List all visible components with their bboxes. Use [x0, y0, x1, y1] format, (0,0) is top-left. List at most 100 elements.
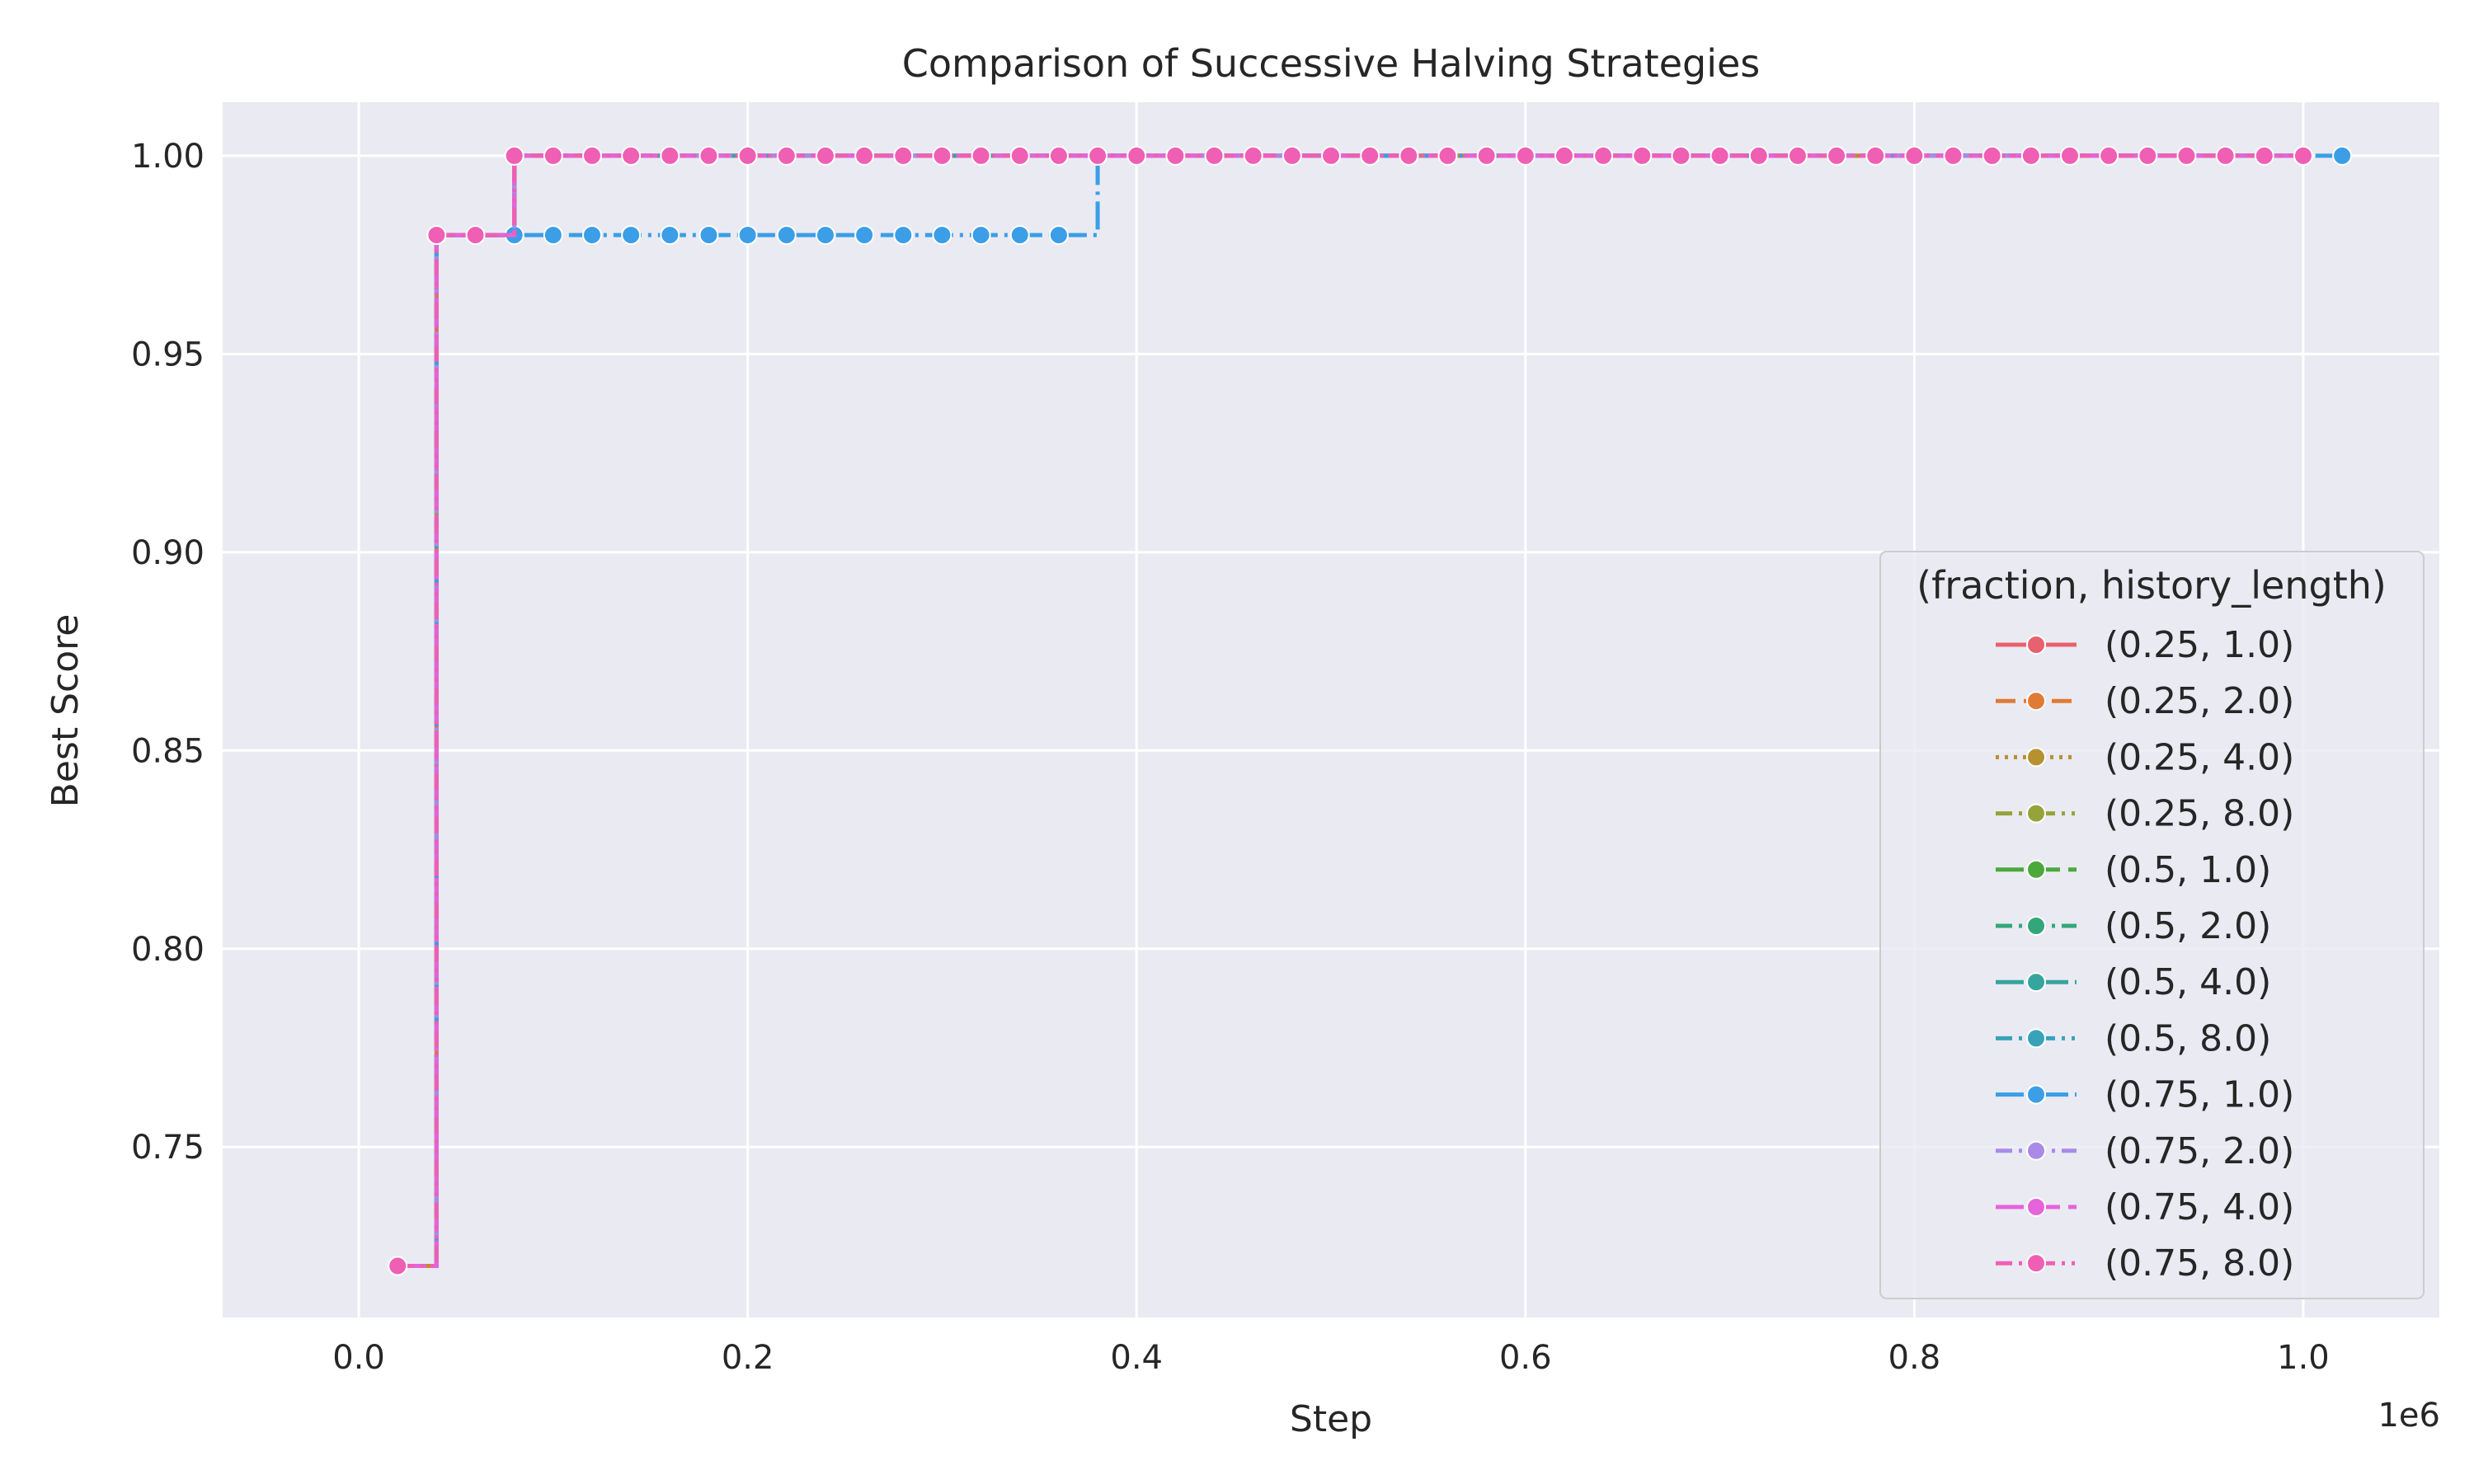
legend-label: (0.75, 1.0)	[2105, 1074, 2294, 1116]
legend-label: (0.5, 4.0)	[2105, 961, 2271, 1003]
data-point	[1204, 145, 1225, 166]
data-point	[2254, 145, 2274, 166]
data-point	[1360, 145, 1380, 166]
data-point	[893, 145, 914, 166]
data-point	[1126, 145, 1147, 166]
data-point	[660, 145, 680, 166]
legend-entry: (0.5, 1.0)	[1996, 849, 2271, 891]
legend-label: (0.75, 4.0)	[2105, 1186, 2294, 1228]
data-point	[1982, 145, 2002, 166]
data-point	[1243, 145, 1263, 166]
legend-marker	[2026, 1253, 2046, 1274]
legend-marker	[2026, 1084, 2046, 1105]
legend-box	[1879, 551, 2425, 1299]
data-point	[504, 145, 524, 166]
series-layer	[388, 145, 2353, 1276]
legend-label: (0.25, 1.0)	[2105, 624, 2294, 666]
data-point	[582, 225, 602, 246]
legend-marker	[2026, 916, 2046, 936]
data-point	[1165, 145, 1186, 166]
data-point	[932, 145, 952, 166]
legend-marker	[2026, 1140, 2046, 1161]
data-point	[2060, 145, 2080, 166]
data-point	[1632, 145, 1653, 166]
data-point	[776, 225, 797, 246]
x-axis-ticks: 0.0 0.2 0.4 0.6 0.8 1.0	[332, 1339, 2330, 1377]
data-point	[1515, 145, 1536, 166]
x-tick-label: 0.2	[722, 1339, 774, 1377]
x-tick-label: 0.4	[1110, 1339, 1163, 1377]
legend-entry: (0.25, 1.0)	[1996, 624, 2294, 666]
legend-entry: (0.25, 2.0)	[1996, 680, 2294, 722]
data-point	[1048, 225, 1069, 246]
chart-title: Comparison of Successive Halving Strateg…	[902, 41, 1761, 86]
x-tick-label: 0.0	[332, 1339, 385, 1377]
data-point	[1321, 145, 1341, 166]
legend: (fraction, history_length) (0.25, 1.0) (0…	[1879, 551, 2425, 1299]
data-point	[1943, 145, 1964, 166]
data-point	[1088, 145, 1108, 166]
legend-marker	[2026, 1197, 2046, 1217]
data-point	[1865, 145, 1886, 166]
x-axis-label: Step	[1290, 1398, 1372, 1440]
data-point	[776, 145, 797, 166]
data-point	[660, 225, 680, 246]
legend-title: (fraction, history_length)	[1917, 563, 2387, 608]
data-point	[1437, 145, 1458, 166]
data-point	[1476, 145, 1497, 166]
x-axis-offset-text: 1e6	[2378, 1397, 2440, 1435]
legend-marker	[2026, 859, 2046, 880]
legend-label: (0.25, 4.0)	[2105, 736, 2294, 778]
data-point	[2332, 145, 2353, 166]
legend-marker	[2026, 635, 2046, 655]
legend-marker	[2026, 1028, 2046, 1049]
data-point	[737, 145, 758, 166]
data-point	[1787, 145, 1808, 166]
data-point	[698, 225, 719, 246]
x-tick-label: 0.8	[1888, 1339, 1941, 1377]
data-point	[2293, 145, 2313, 166]
data-point	[2099, 145, 2119, 166]
data-point	[815, 145, 835, 166]
data-point	[465, 225, 486, 246]
data-point	[543, 145, 563, 166]
y-tick-label: 0.80	[131, 931, 205, 969]
legend-entry: (0.75, 8.0)	[1996, 1242, 2294, 1284]
legend-entry: (0.75, 2.0)	[1996, 1130, 2294, 1172]
legend-entry: (0.75, 1.0)	[1996, 1074, 2294, 1116]
data-point	[1399, 145, 1419, 166]
series-11	[388, 145, 2313, 1276]
data-point	[2215, 145, 2236, 166]
data-point	[1009, 225, 1030, 246]
legend-entry: (0.25, 8.0)	[1996, 793, 2294, 835]
legend-marker	[2026, 803, 2046, 824]
y-axis-ticks: 0.75 0.80 0.85 0.90 0.95 1.00	[131, 138, 205, 1167]
data-point	[1827, 145, 1847, 166]
data-point	[971, 145, 991, 166]
y-tick-label: 0.90	[131, 534, 205, 572]
data-point	[426, 225, 447, 246]
data-point	[971, 225, 991, 246]
data-point	[1904, 145, 1925, 166]
legend-marker	[2026, 691, 2046, 711]
legend-label: (0.5, 8.0)	[2105, 1017, 2271, 1059]
data-point	[737, 225, 758, 246]
legend-label: (0.25, 2.0)	[2105, 680, 2294, 722]
data-point	[621, 225, 642, 246]
legend-entry: (0.5, 8.0)	[1996, 1017, 2271, 1059]
y-tick-label: 0.85	[131, 732, 205, 770]
y-axis-label: Best Score	[45, 614, 87, 808]
y-tick-label: 0.95	[131, 336, 205, 373]
legend-label: (0.5, 1.0)	[2105, 849, 2271, 891]
data-point	[621, 145, 642, 166]
data-point	[543, 225, 563, 246]
data-point	[1282, 145, 1302, 166]
legend-label: (0.75, 2.0)	[2105, 1130, 2294, 1172]
legend-label: (0.75, 8.0)	[2105, 1242, 2294, 1284]
series-line	[397, 153, 2303, 1268]
legend-marker	[2026, 972, 2046, 993]
data-point	[2138, 145, 2158, 166]
legend-label: (0.5, 2.0)	[2105, 905, 2271, 947]
legend-entry: (0.5, 4.0)	[1996, 961, 2271, 1003]
